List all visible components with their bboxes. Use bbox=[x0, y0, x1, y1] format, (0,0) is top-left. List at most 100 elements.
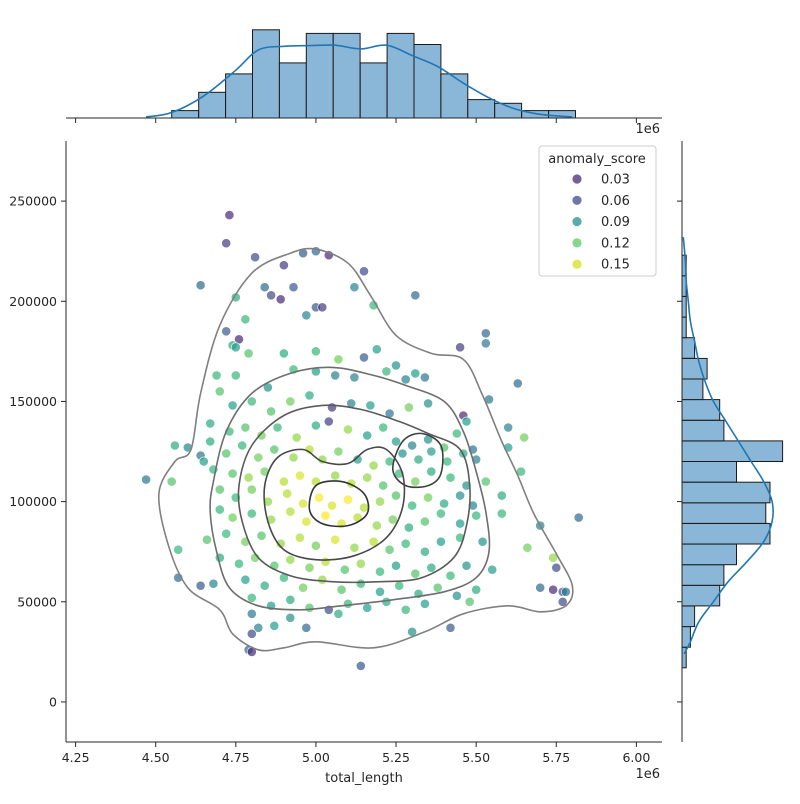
scatter-point bbox=[410, 290, 421, 301]
scatter-point bbox=[496, 490, 507, 501]
right-hist-bar bbox=[681, 605, 696, 628]
scatter-point bbox=[426, 446, 437, 457]
scatter-point bbox=[407, 500, 417, 511]
scatter-point bbox=[496, 508, 507, 519]
scatter-point bbox=[378, 422, 389, 433]
legend-label: 0.12 bbox=[601, 236, 630, 251]
scatter-point bbox=[246, 396, 257, 407]
legend-label: 0.09 bbox=[601, 215, 630, 230]
x-tick-label: 6.00 bbox=[622, 750, 650, 765]
top-hist-bar bbox=[440, 73, 469, 119]
x-axis-offset-label: 1e6 bbox=[635, 767, 660, 782]
kde-contour-line bbox=[391, 432, 444, 489]
kde-contours bbox=[158, 247, 574, 652]
scatter-point bbox=[304, 562, 315, 573]
scatter-point bbox=[400, 538, 411, 549]
scatter-point bbox=[317, 302, 328, 313]
x-axis-title: total_length bbox=[325, 771, 403, 786]
scatter-point bbox=[352, 454, 363, 465]
x-tick-label: 4.25 bbox=[62, 750, 90, 765]
scatter-point bbox=[275, 294, 286, 305]
scatter-point bbox=[285, 612, 296, 623]
scatter-point bbox=[141, 474, 151, 485]
scatter-point bbox=[214, 484, 225, 495]
scatter-point bbox=[512, 378, 523, 389]
scatter-point bbox=[262, 496, 273, 507]
scatter-point bbox=[320, 510, 331, 521]
scatter-point bbox=[310, 346, 321, 357]
scatter-point bbox=[198, 456, 209, 467]
scatter-point bbox=[323, 416, 334, 427]
scatter-point bbox=[269, 620, 280, 631]
scatter-point bbox=[221, 528, 232, 539]
scatter-point bbox=[317, 574, 328, 585]
scatter-point bbox=[455, 518, 465, 529]
scatter-point bbox=[333, 446, 344, 457]
scatter-point bbox=[522, 542, 533, 553]
scatter-point bbox=[419, 598, 430, 609]
scatter-point bbox=[333, 608, 344, 619]
scatter-point bbox=[304, 602, 315, 613]
legend-marker bbox=[572, 238, 582, 248]
scatter-point bbox=[266, 290, 276, 301]
scatter-point bbox=[205, 436, 216, 447]
scatter-point bbox=[471, 584, 482, 595]
scatter-point bbox=[304, 390, 315, 401]
right-hist-bar bbox=[681, 296, 687, 318]
scatter-point bbox=[477, 536, 488, 547]
scatter-point bbox=[464, 596, 475, 607]
scatter-point bbox=[256, 530, 267, 541]
scatter-point bbox=[371, 520, 382, 531]
scatter-point bbox=[202, 534, 212, 545]
scatter-point bbox=[320, 556, 331, 567]
scatter-point bbox=[519, 432, 530, 443]
right-hist-bar bbox=[681, 378, 704, 401]
scatter-point bbox=[471, 510, 482, 521]
scatter-point bbox=[333, 354, 344, 365]
scatter-point bbox=[455, 342, 465, 353]
scatter-point bbox=[368, 536, 379, 547]
kde-contour-line bbox=[209, 366, 491, 611]
scatter-point bbox=[573, 512, 584, 523]
scatter-point bbox=[355, 578, 366, 589]
scatter-point bbox=[285, 396, 296, 407]
scatter-point bbox=[378, 480, 389, 491]
scatter-point bbox=[227, 400, 238, 411]
top-hist-bar bbox=[413, 44, 442, 119]
scatter-point bbox=[349, 542, 360, 553]
scatter-point bbox=[445, 622, 456, 633]
scatter-point bbox=[435, 508, 446, 519]
scatter-point bbox=[410, 476, 421, 487]
scatter-point bbox=[246, 592, 257, 603]
scatter-point bbox=[365, 400, 376, 411]
scatter-point bbox=[301, 622, 312, 633]
scatter-point bbox=[480, 338, 491, 349]
top-kde-curve bbox=[145, 44, 573, 118]
scatter-point bbox=[548, 584, 558, 595]
top-hist-bar bbox=[305, 32, 334, 119]
scatter-point bbox=[349, 282, 360, 293]
scatter-point bbox=[327, 500, 337, 511]
scatter-point bbox=[240, 574, 251, 585]
scatter-point bbox=[221, 326, 232, 337]
scatter-point bbox=[288, 452, 299, 463]
scatter-point bbox=[419, 546, 430, 557]
scatter-point bbox=[173, 544, 184, 555]
scatter-point bbox=[227, 468, 238, 479]
scatter-point bbox=[250, 252, 260, 263]
scatter-point bbox=[362, 602, 373, 613]
legend-marker bbox=[572, 195, 582, 205]
scatter-point bbox=[561, 586, 571, 597]
x-tick-label: 5.50 bbox=[462, 750, 490, 765]
scatter-point bbox=[227, 512, 238, 523]
scatter-point bbox=[451, 590, 462, 601]
legend-marker bbox=[572, 174, 582, 184]
top-hist-offset-label: 1e6 bbox=[635, 122, 660, 137]
scatter-point bbox=[339, 564, 350, 575]
top-hist-bar bbox=[386, 32, 415, 119]
scatter-point bbox=[230, 370, 241, 381]
right-kde-curve bbox=[682, 237, 774, 655]
scatter-point bbox=[381, 366, 392, 377]
scatter-point bbox=[246, 508, 257, 519]
